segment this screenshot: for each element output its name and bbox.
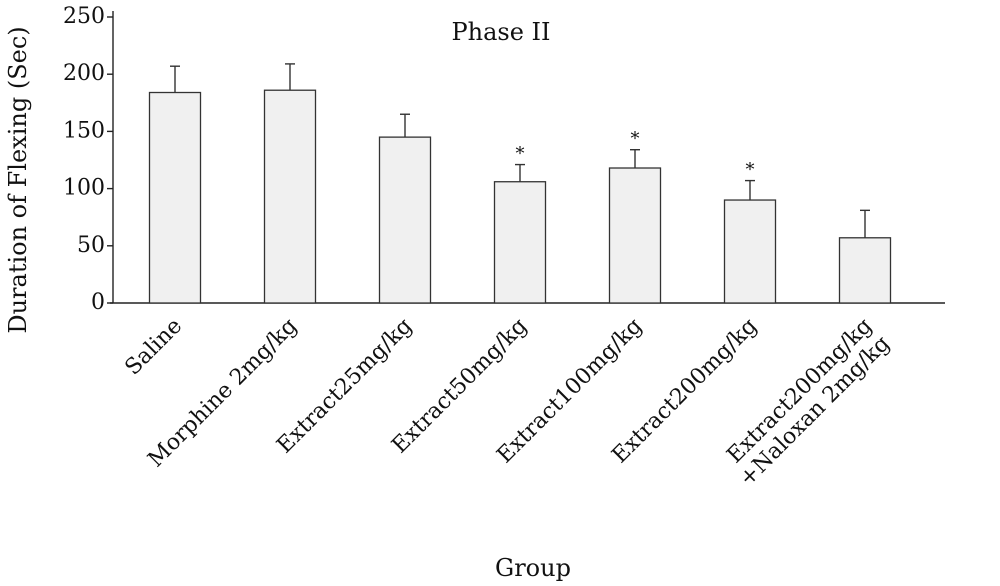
bars — [148, 63, 892, 304]
category-label: +Naloxan 2mg/kg — [735, 331, 895, 491]
y-axis-title: Duration of Flexing (Sec) — [4, 26, 32, 333]
bar — [378, 136, 432, 304]
axes: 0 50 100 150 200 250 — [63, 4, 945, 315]
y-tick-label: 100 — [63, 176, 105, 201]
bar — [148, 91, 202, 304]
bar — [838, 237, 892, 304]
bar — [263, 89, 317, 304]
significance-mark: * — [631, 129, 640, 150]
y-tick-label: 200 — [63, 61, 105, 86]
y-tick-label: 50 — [77, 233, 105, 258]
y-tick-label: 0 — [91, 290, 105, 315]
significance-mark: * — [516, 144, 525, 165]
chart-title: Phase II — [451, 18, 550, 46]
category-label-group: Saline — [120, 314, 187, 381]
bar — [723, 199, 777, 304]
y-tick-label: 150 — [63, 118, 105, 143]
x-axis-title: Group — [495, 554, 571, 582]
category-label: Saline — [120, 314, 187, 381]
bar — [608, 167, 662, 304]
significance-mark: * — [746, 160, 755, 181]
y-tick-label: 250 — [63, 4, 105, 29]
bar — [493, 181, 547, 304]
